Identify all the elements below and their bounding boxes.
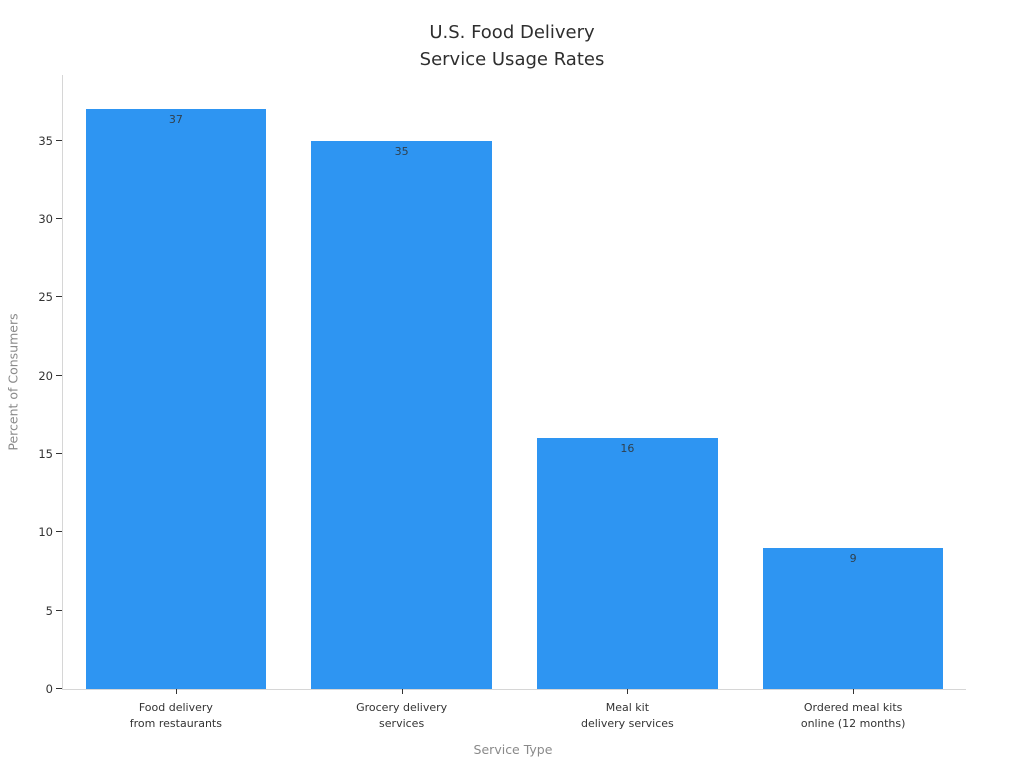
bar: 9: [762, 548, 944, 689]
y-tick-mark: [56, 139, 62, 141]
y-tick-label: 35: [38, 133, 53, 148]
y-tick-mark: [56, 296, 62, 298]
y-tick-mark: [56, 218, 62, 220]
x-axis-title: Service Type: [473, 742, 553, 757]
y-tick-label: 0: [45, 682, 53, 696]
y-tick-mark: [56, 374, 62, 376]
bar-value-label: 9: [849, 552, 857, 566]
y-tick-label: 10: [38, 525, 53, 540]
y-tick-label: 20: [38, 368, 53, 383]
bar: 37: [85, 109, 267, 689]
y-tick-label: 15: [38, 447, 53, 462]
bar: 16: [537, 438, 718, 689]
x-tick-mark: [853, 689, 855, 694]
y-axis-title: Percent of Consumers: [5, 313, 21, 451]
x-tick-mark: [401, 689, 403, 694]
x-category-label: Meal kit delivery services: [580, 701, 674, 730]
y-tick-label: 30: [38, 212, 53, 227]
y-tick-mark: [56, 688, 62, 689]
y-tick-label: 25: [38, 290, 53, 305]
x-category-label: Grocery delivery services: [356, 701, 448, 730]
chart-title: U.S. Food Delivery Service Usage Rates: [419, 22, 605, 70]
x-category-label: Food delivery from restaurants: [129, 701, 222, 730]
bar-value-label: 35: [394, 144, 409, 158]
y-tick-label: 5: [45, 603, 53, 618]
y-tick-mark: [56, 531, 62, 533]
x-category-label: Ordered meal kits online (12 months): [800, 701, 906, 730]
bar-value-label: 37: [168, 113, 183, 127]
bar: 35: [311, 140, 492, 689]
y-tick-mark: [56, 453, 62, 455]
x-tick-mark: [627, 689, 629, 694]
y-tick-mark: [56, 609, 62, 611]
x-tick-mark: [175, 689, 177, 694]
plot-area: 0 5 10 15 20 25 30 35 37 Food delivery from resta…: [38, 75, 966, 730]
bar-value-label: 16: [620, 442, 635, 456]
